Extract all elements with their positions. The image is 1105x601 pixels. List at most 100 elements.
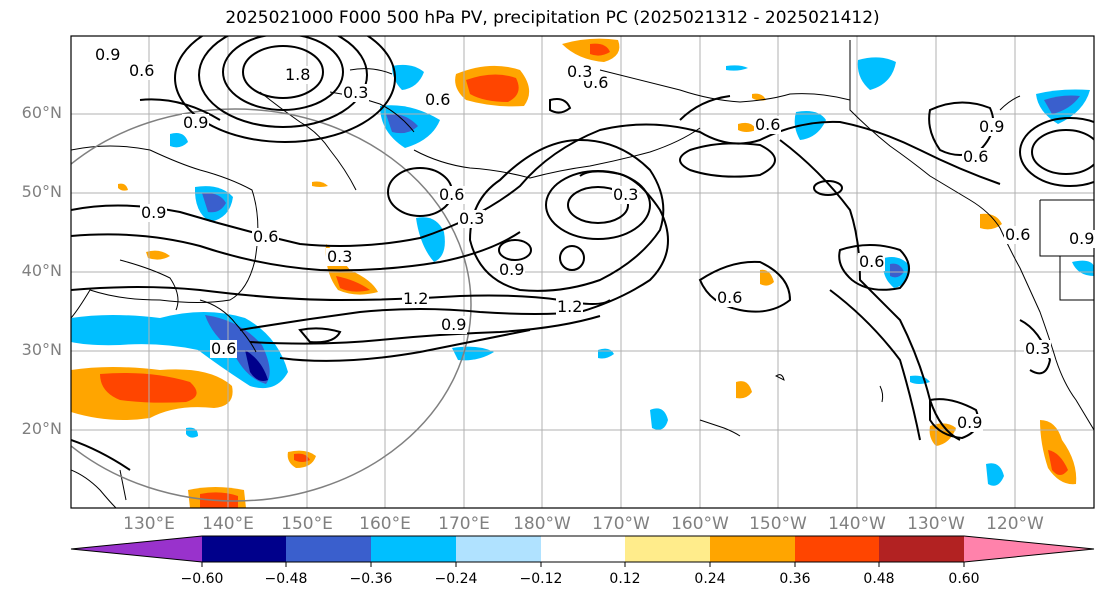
precip-positive-patch: [294, 453, 310, 462]
colorbar-segment: [879, 536, 964, 562]
precip-positive-patch: [736, 381, 752, 399]
colorbar-tick-label: −0.36: [349, 571, 393, 587]
contour-label: 0.6: [754, 115, 782, 134]
precip-negative-patch: [170, 133, 188, 148]
contour-label: 1.8: [284, 65, 312, 84]
precip-negative-patch: [245, 350, 268, 381]
map-title: 2025021000 F000 500 hPa PV, precipitatio…: [225, 8, 880, 28]
precip-positive-patch: [590, 43, 610, 56]
colorbar-tick-label: −0.24: [434, 571, 478, 587]
lat-label: 30°N: [21, 340, 62, 359]
colorbar-tick-label: 0.60: [948, 571, 980, 587]
colorbar-extend-high: [964, 536, 1094, 562]
precip-negative-patch: [986, 463, 1004, 486]
precip-negative-patch: [392, 64, 424, 90]
contour-label: 0.3: [342, 83, 370, 102]
colorbar-segment: [541, 536, 625, 562]
contour-label: 0.6: [962, 147, 990, 166]
lon-label: 140°W: [828, 514, 886, 534]
contour-label: 0.9: [182, 113, 210, 132]
precip-positive-patch: [118, 183, 128, 191]
precip-negative-patch: [650, 408, 668, 430]
contour-label: 0.9: [94, 45, 122, 64]
colorbar-segment: [371, 536, 456, 562]
lat-label: 40°N: [21, 261, 62, 280]
precip-positive-patch: [336, 276, 370, 292]
great-circle-outline: [71, 108, 472, 502]
contour-label: 0.6: [128, 61, 156, 80]
lon-label: 150°W: [749, 514, 807, 534]
contour-label: 0.9: [140, 203, 168, 222]
colorbar-segment: [710, 536, 795, 562]
lon-label: 130°W: [907, 514, 965, 534]
lon-label: 150°E: [281, 514, 333, 534]
contour-label: 0.3: [458, 209, 486, 228]
precip-positive-patch: [312, 181, 328, 187]
contour-label: 0.6: [438, 185, 466, 204]
lon-label: 180°W: [513, 514, 571, 534]
contour-label: 1.2: [556, 297, 584, 316]
contour-label: 0.6: [858, 252, 886, 271]
precip-negative-patch: [726, 65, 748, 71]
contour-label: 0.3: [1024, 339, 1052, 358]
precip-positive-patch: [752, 93, 766, 101]
contour-label: 0.3: [326, 247, 354, 266]
precip-negative-patch: [1044, 95, 1080, 114]
precip-positive-patch: [1040, 420, 1077, 485]
lon-label: 170°W: [592, 514, 650, 534]
colorbar-tick-label: 0.48: [863, 571, 895, 587]
colorbar-segment: [795, 536, 879, 562]
precip-negative-patch: [794, 111, 826, 140]
lon-label: 170°E: [438, 514, 490, 534]
contour-label: 1.2: [402, 289, 430, 308]
pv-contours: [71, 36, 1094, 471]
colorbar-segment: [286, 536, 371, 562]
precip-positive-patch: [100, 373, 197, 403]
colorbar-segment: [202, 536, 286, 562]
lon-label: 130°E: [123, 514, 175, 534]
precip-negative-patch: [416, 217, 445, 262]
precip-negative-patch: [857, 57, 896, 90]
contour-label: 0.3: [566, 62, 594, 81]
contour-label: 0.6: [1004, 225, 1032, 244]
colorbar: [70, 535, 1095, 567]
coastlines: [71, 40, 1094, 508]
lon-label: 160°E: [359, 514, 411, 534]
precip-positive-patch: [980, 213, 1002, 230]
colorbar-extend-low: [71, 536, 202, 562]
colorbar-tick-label: 0.36: [779, 571, 811, 587]
lon-label: 160°W: [671, 514, 729, 534]
contour-label: 0.9: [978, 117, 1006, 136]
colorbar-segment: [456, 536, 541, 562]
lat-label: 20°N: [21, 419, 62, 438]
contour-label: 0.9: [498, 260, 526, 279]
lon-label: 140°E: [202, 514, 254, 534]
contour-label: 0.6: [424, 90, 452, 109]
precip-positive-patch: [760, 269, 774, 286]
precip-negative-patch: [386, 113, 418, 134]
colorbar-tick-label: 0.24: [694, 571, 726, 587]
precip-positive-patch: [146, 250, 170, 260]
colorbar-tick-label: 0.12: [609, 571, 641, 587]
colorbar-tick-label: −0.12: [519, 571, 563, 587]
lat-label: 60°N: [21, 103, 62, 122]
precip-positive-patch: [1048, 450, 1068, 475]
precip-positive-patch: [738, 122, 756, 132]
contour-label: 0.3: [612, 185, 640, 204]
precip-positive-patch: [466, 74, 519, 102]
colorbar-tick-label: −0.48: [264, 571, 308, 587]
colorbar-segment: [625, 536, 710, 562]
contour-label: 0.9: [1068, 229, 1096, 248]
lat-label: 50°N: [21, 182, 62, 201]
graticule: [71, 36, 1094, 508]
contour-label: 0.9: [440, 315, 468, 334]
contour-label: 0.6: [252, 227, 280, 246]
precip-negative-patch: [202, 192, 226, 213]
precip-negative-patch: [890, 263, 904, 278]
lon-label: 120°W: [986, 514, 1044, 534]
contour-label: 0.9: [956, 413, 984, 432]
contour-label: 0.6: [210, 339, 238, 358]
contour-label: 0.6: [716, 288, 744, 307]
plot-frame: [70, 35, 1095, 509]
